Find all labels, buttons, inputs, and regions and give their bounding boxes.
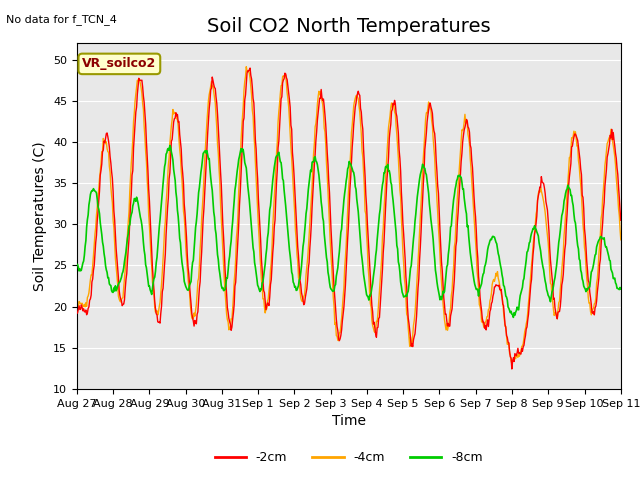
Title: Soil CO2 North Temperatures: Soil CO2 North Temperatures bbox=[207, 17, 491, 36]
-4cm bbox=[243, 64, 250, 70]
-8cm bbox=[139, 229, 147, 235]
-2cm bbox=[246, 65, 254, 71]
-8cm bbox=[431, 267, 439, 273]
-8cm bbox=[83, 224, 90, 230]
-2cm bbox=[416, 258, 424, 264]
Legend: -2cm, -4cm, -8cm: -2cm, -4cm, -8cm bbox=[210, 446, 488, 469]
Line: -8cm: -8cm bbox=[77, 145, 621, 317]
Line: -4cm: -4cm bbox=[77, 67, 621, 364]
Text: VR_soilco2: VR_soilco2 bbox=[82, 58, 157, 71]
Text: No data for f_TCN_4: No data for f_TCN_4 bbox=[6, 14, 117, 25]
-2cm bbox=[508, 366, 516, 372]
-4cm bbox=[83, 303, 90, 309]
-2cm bbox=[83, 312, 90, 318]
-4cm bbox=[508, 361, 516, 367]
-8cm bbox=[617, 286, 625, 292]
-4cm bbox=[431, 173, 439, 179]
-2cm bbox=[223, 291, 230, 297]
-4cm bbox=[194, 278, 202, 284]
-2cm bbox=[139, 84, 147, 90]
-4cm bbox=[617, 237, 625, 243]
Y-axis label: Soil Temperatures (C): Soil Temperatures (C) bbox=[33, 141, 47, 291]
-2cm bbox=[617, 217, 625, 223]
-2cm bbox=[431, 141, 439, 146]
X-axis label: Time: Time bbox=[332, 414, 366, 428]
-8cm bbox=[416, 176, 424, 182]
-4cm bbox=[73, 303, 81, 309]
-2cm bbox=[73, 311, 81, 316]
-4cm bbox=[223, 312, 230, 317]
Line: -2cm: -2cm bbox=[77, 68, 621, 369]
-4cm bbox=[416, 229, 424, 235]
-8cm bbox=[223, 275, 231, 281]
-4cm bbox=[139, 100, 147, 106]
-2cm bbox=[194, 309, 202, 315]
-8cm bbox=[73, 262, 81, 267]
-8cm bbox=[195, 190, 202, 195]
-8cm bbox=[509, 314, 517, 320]
-8cm bbox=[166, 143, 173, 148]
